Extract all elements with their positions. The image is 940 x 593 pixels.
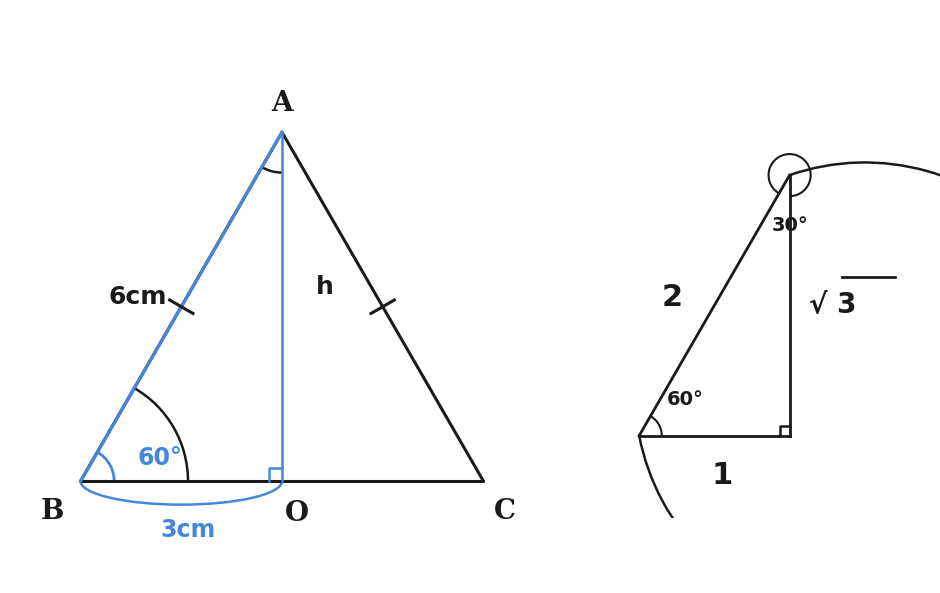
Text: 60°: 60° [137, 446, 182, 470]
Text: 6cm: 6cm [108, 285, 167, 308]
Text: √ 3: √ 3 [809, 291, 856, 320]
Text: 60°: 60° [666, 390, 703, 409]
Text: C: C [494, 498, 515, 525]
Text: B: B [40, 498, 64, 525]
Text: 3cm: 3cm [161, 518, 215, 542]
Text: A: A [271, 91, 293, 117]
Text: 1: 1 [712, 461, 732, 490]
Text: 2: 2 [662, 283, 682, 313]
Text: O: O [286, 500, 309, 527]
Text: 30°: 30° [772, 216, 808, 235]
Text: h: h [316, 275, 334, 298]
